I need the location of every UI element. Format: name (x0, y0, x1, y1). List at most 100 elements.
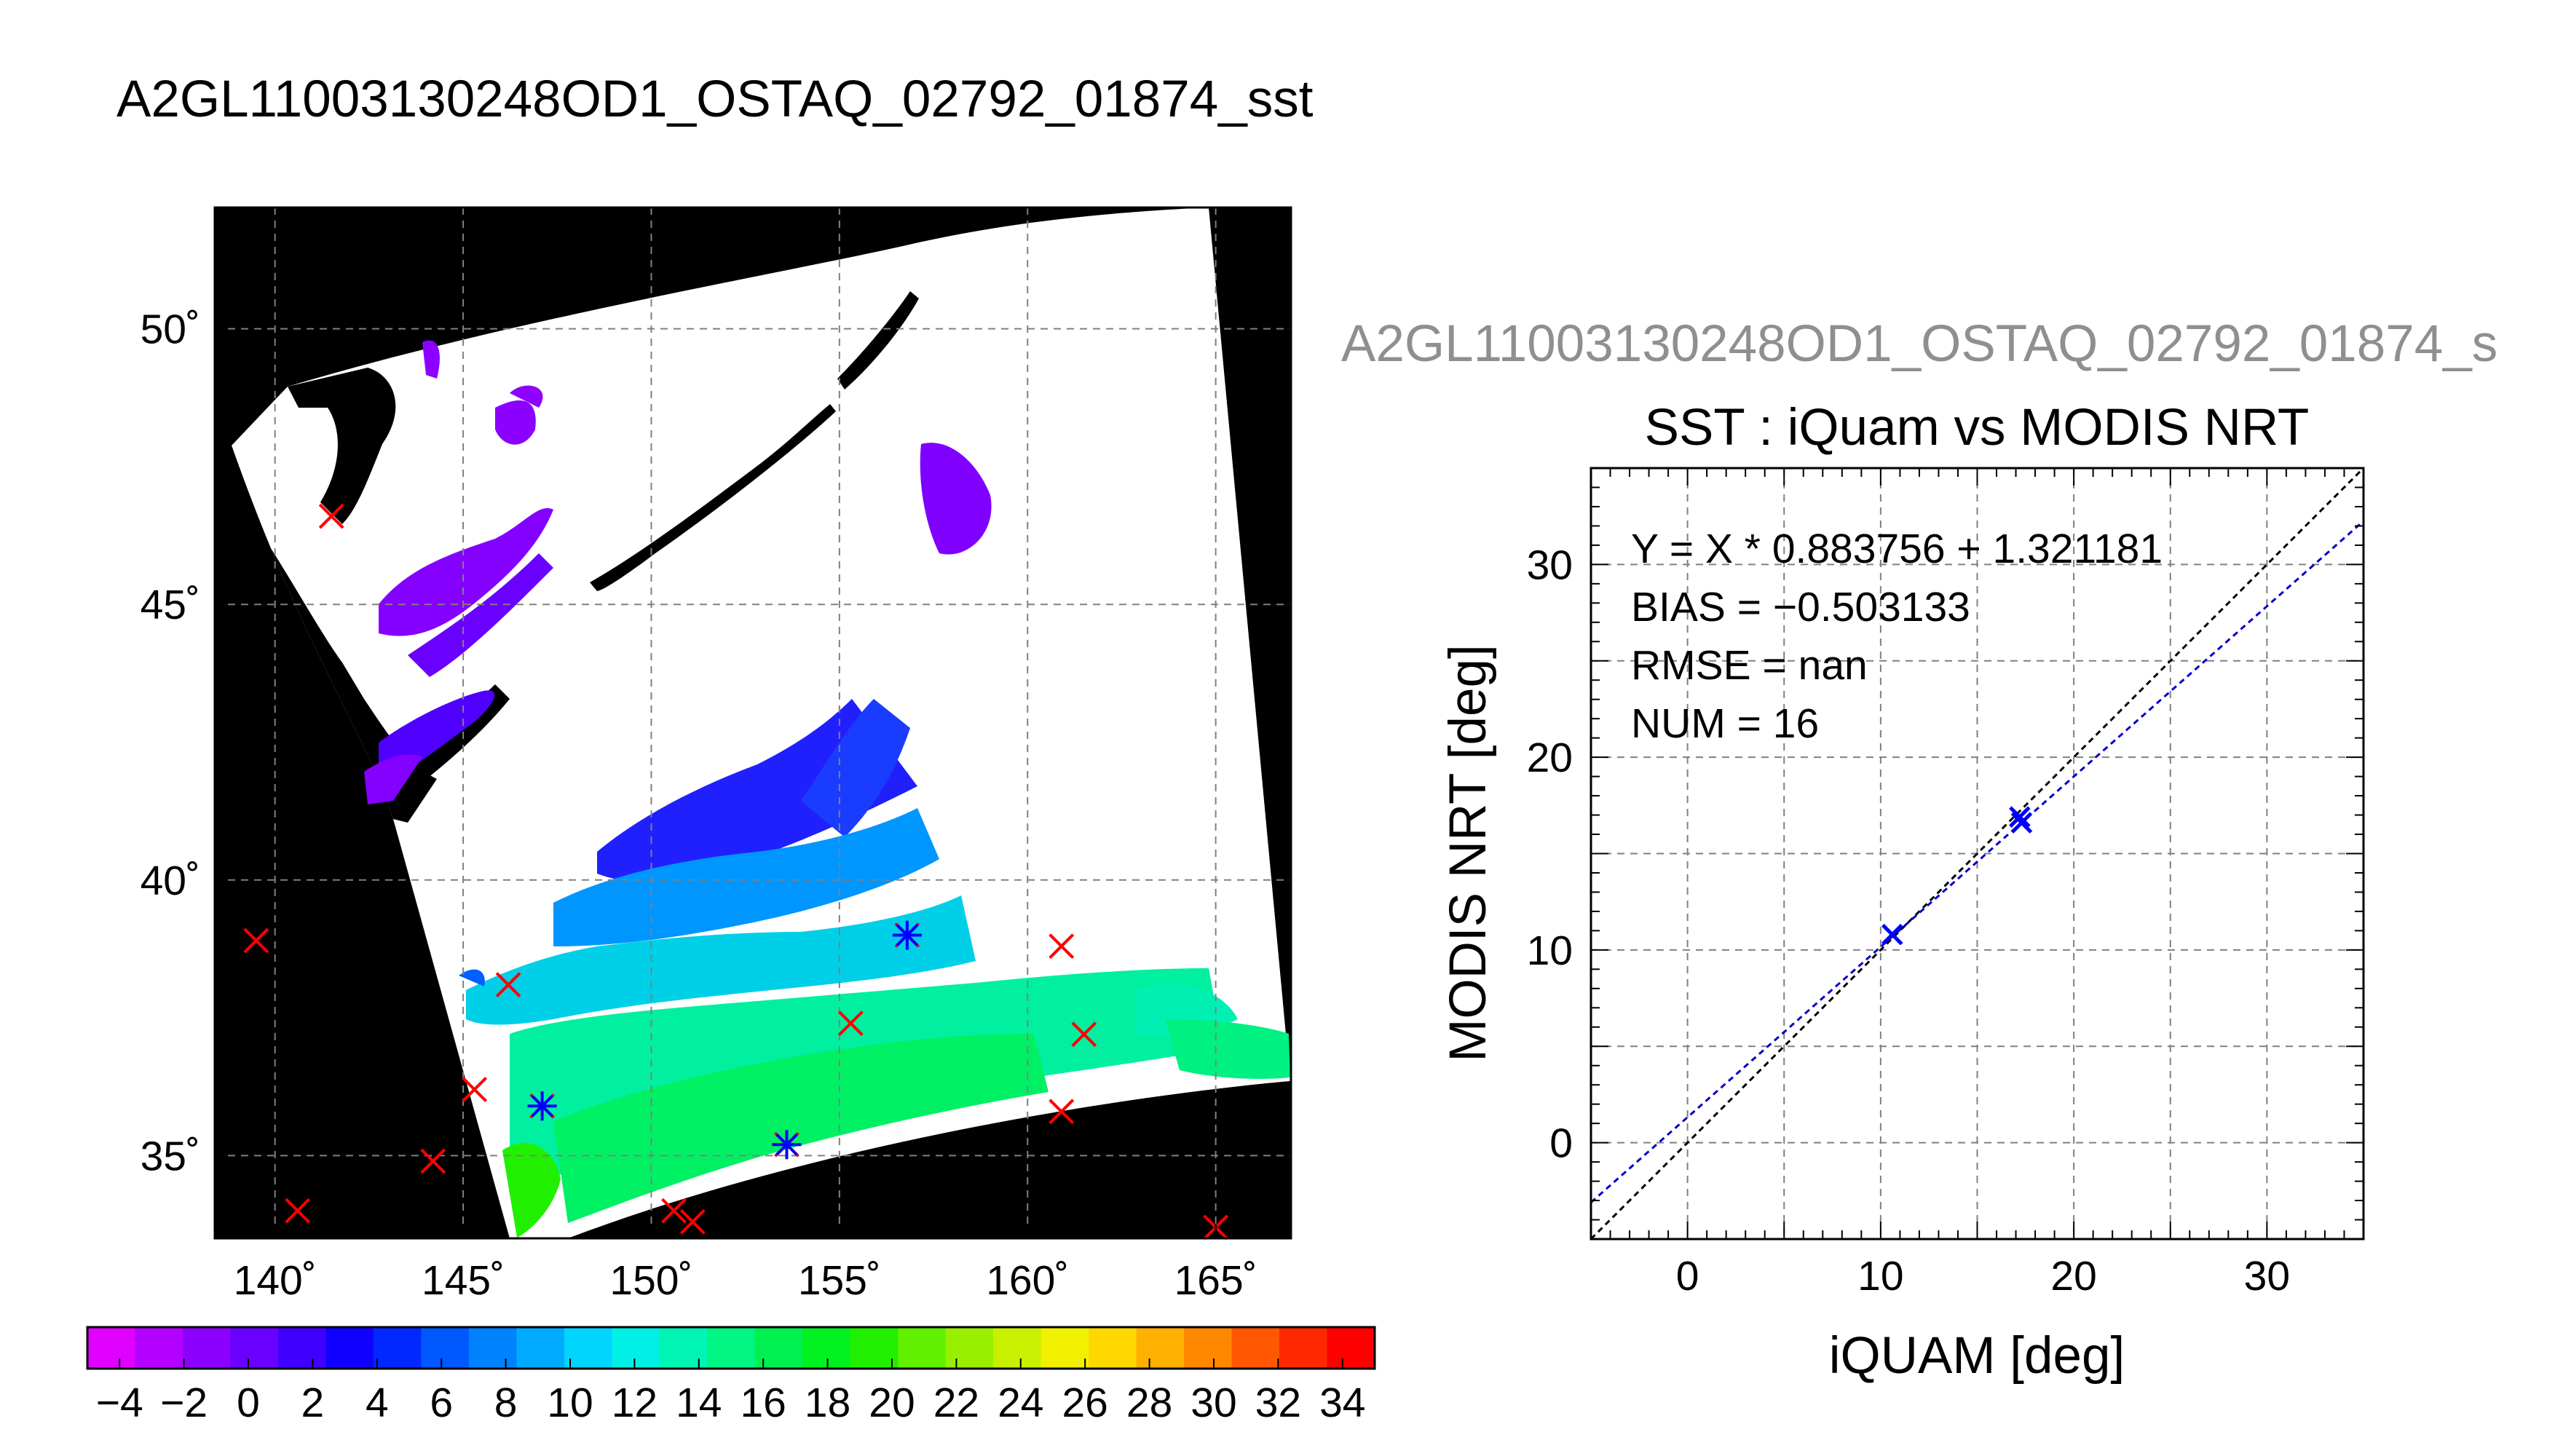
colorbar-tick-labels: −4 −2 0 2 4 6 8 10 12 14 16 18 20 22 24 26 28 30 32 34 (96, 1358, 1366, 1426)
scatter-tick-labels: 0 10 20 30 0 10 20 30 (1527, 542, 2290, 1299)
colorbar-swatch (468, 1327, 517, 1369)
map-tick-labels: 140˚ 145˚ 150˚ 155˚ 160˚ 165˚ 35˚ 40˚ 45˚ 50˚ (141, 306, 1257, 1304)
iquam-marker (1071, 1021, 1097, 1048)
colorbar-swatch (1184, 1327, 1233, 1369)
fit-line (1591, 520, 2364, 1203)
colorbar-tick-label: 30 (1190, 1380, 1236, 1426)
scatter-subtitle: A2GL11003130248OD1_OSTAQ_02792_01874_s (1341, 315, 2498, 373)
iquam-marker (318, 503, 344, 529)
scatter-y-tick-label: 10 (1527, 927, 1573, 974)
iquam-marker (1049, 933, 1075, 960)
matched-marker (772, 1130, 802, 1160)
colorbar-tick-label: 34 (1319, 1380, 1365, 1426)
colorbar-swatch (659, 1327, 708, 1369)
colorbar-tick-label: 24 (998, 1380, 1043, 1426)
colorbar-swatch (373, 1327, 422, 1369)
scatter-y-tick-label: 0 (1549, 1120, 1573, 1167)
iquam-marker (495, 972, 521, 998)
colorbar-swatch (87, 1327, 135, 1369)
map-frame (213, 206, 1292, 1240)
scatter-x-axis-label: iQUAM [deg] (1829, 1327, 2125, 1385)
colorbar-swatch (802, 1327, 851, 1369)
colorbar-tick-label: 16 (740, 1380, 786, 1426)
colorbar-tick-label: 22 (933, 1380, 979, 1426)
map-lat-tick-label: 40˚ (141, 858, 200, 904)
identity-line (1591, 468, 2364, 1239)
colorbar-swatch (182, 1327, 231, 1369)
colorbar-swatch (135, 1327, 183, 1369)
map-lat-tick-label: 35˚ (141, 1133, 200, 1179)
scatter-y-tick-label: 30 (1527, 542, 1573, 588)
colorbar-tick-label: 28 (1126, 1380, 1172, 1426)
colorbar-swatch (564, 1327, 612, 1369)
colorbar-swatch (898, 1327, 947, 1369)
scatter-x-tick-label: 20 (2050, 1253, 2096, 1299)
colorbar-tick-label: 18 (805, 1380, 850, 1426)
colorbar-tick-label: 6 (430, 1380, 453, 1426)
iquam-marker (462, 1077, 487, 1102)
colorbar-tick-label: 32 (1255, 1380, 1301, 1426)
stat-rmse: RMSE = nan (1631, 642, 1868, 689)
scatter-stats: Y = X * 0.883756 + 1.321181 BIAS = −0.50… (1631, 526, 2163, 747)
iquam-marker (1049, 1099, 1075, 1125)
iquam-marker (243, 927, 269, 954)
colorbar-swatch (230, 1327, 279, 1369)
matched-marker (892, 920, 922, 950)
iquam-marker (661, 1198, 687, 1224)
iquam-marker (285, 1198, 311, 1224)
colorbar-tick-label: 0 (237, 1380, 260, 1426)
colorbar-tick-label: −2 (160, 1380, 208, 1426)
colorbar-swatch (754, 1327, 803, 1369)
colorbar-swatch (277, 1327, 326, 1369)
colorbar-swatch (516, 1327, 565, 1369)
map-grid (215, 207, 1291, 1238)
figure-main-title: A2GL11003130248OD1_OSTAQ_02792_01874_sst (117, 71, 1314, 128)
map-swath (232, 207, 1290, 1238)
scatter-y-axis-label: MODIS NRT [deg] (1440, 644, 1497, 1061)
map-lon-tick-label: 165˚ (1174, 1257, 1257, 1304)
map-lat-tick-label: 50˚ (141, 306, 200, 353)
colorbar-swatch (707, 1327, 756, 1369)
colorbar-swatch (1279, 1327, 1328, 1369)
colorbar-swatch (850, 1327, 899, 1369)
stat-num: NUM = 16 (1631, 700, 1819, 747)
map-lon-tick-label: 145˚ (422, 1257, 505, 1304)
map-lat-tick-label: 45˚ (141, 582, 200, 628)
scatter-point (2010, 812, 2033, 834)
scatter-x-tick-label: 30 (2244, 1253, 2290, 1299)
colorbar-swatch (993, 1327, 1042, 1369)
stat-fit-equation: Y = X * 0.883756 + 1.321181 (1631, 526, 2163, 572)
colorbar-swatch (325, 1327, 374, 1369)
map-lon-tick-label: 160˚ (986, 1257, 1069, 1304)
scatter-point (1881, 923, 1903, 946)
map-lon-tick-label: 140˚ (234, 1257, 317, 1304)
stat-bias: BIAS = −0.503133 (1631, 584, 1970, 630)
scatter-point (2009, 806, 2031, 828)
colorbar-swatch (1327, 1327, 1375, 1369)
map-lon-tick-label: 155˚ (798, 1257, 881, 1304)
colorbar-tick-label: 4 (366, 1380, 389, 1426)
colorbar-tick-label: 14 (676, 1380, 722, 1426)
colorbar-tick-label: 20 (869, 1380, 915, 1426)
colorbar-swatch (945, 1327, 994, 1369)
iquam-marker (420, 1148, 446, 1174)
colorbar-tick-label: 10 (547, 1380, 593, 1426)
scatter-points (1881, 806, 2033, 946)
colorbar-tick-label: −4 (96, 1380, 143, 1426)
iquam-marker (837, 1010, 864, 1037)
scatter-x-tick-label: 0 (1676, 1253, 1699, 1299)
colorbar-swatch (421, 1327, 470, 1369)
colorbar-tick-label: 8 (494, 1380, 518, 1426)
matched-marker (527, 1091, 557, 1121)
scatter-title: SST : iQuam vs MODIS NRT (1645, 399, 2310, 456)
scatter-tick-marks (1590, 467, 2364, 1240)
map-markers (243, 503, 1229, 1241)
colorbar-frame (86, 1326, 1376, 1370)
map-lon-tick-label: 150˚ (609, 1257, 692, 1304)
colorbar (86, 1326, 1376, 1370)
colorbar-tick-label: 26 (1062, 1380, 1107, 1426)
colorbar-swatch (1231, 1327, 1280, 1369)
scatter-y-tick-label: 20 (1527, 735, 1573, 781)
scatter-x-tick-label: 10 (1857, 1253, 1903, 1299)
